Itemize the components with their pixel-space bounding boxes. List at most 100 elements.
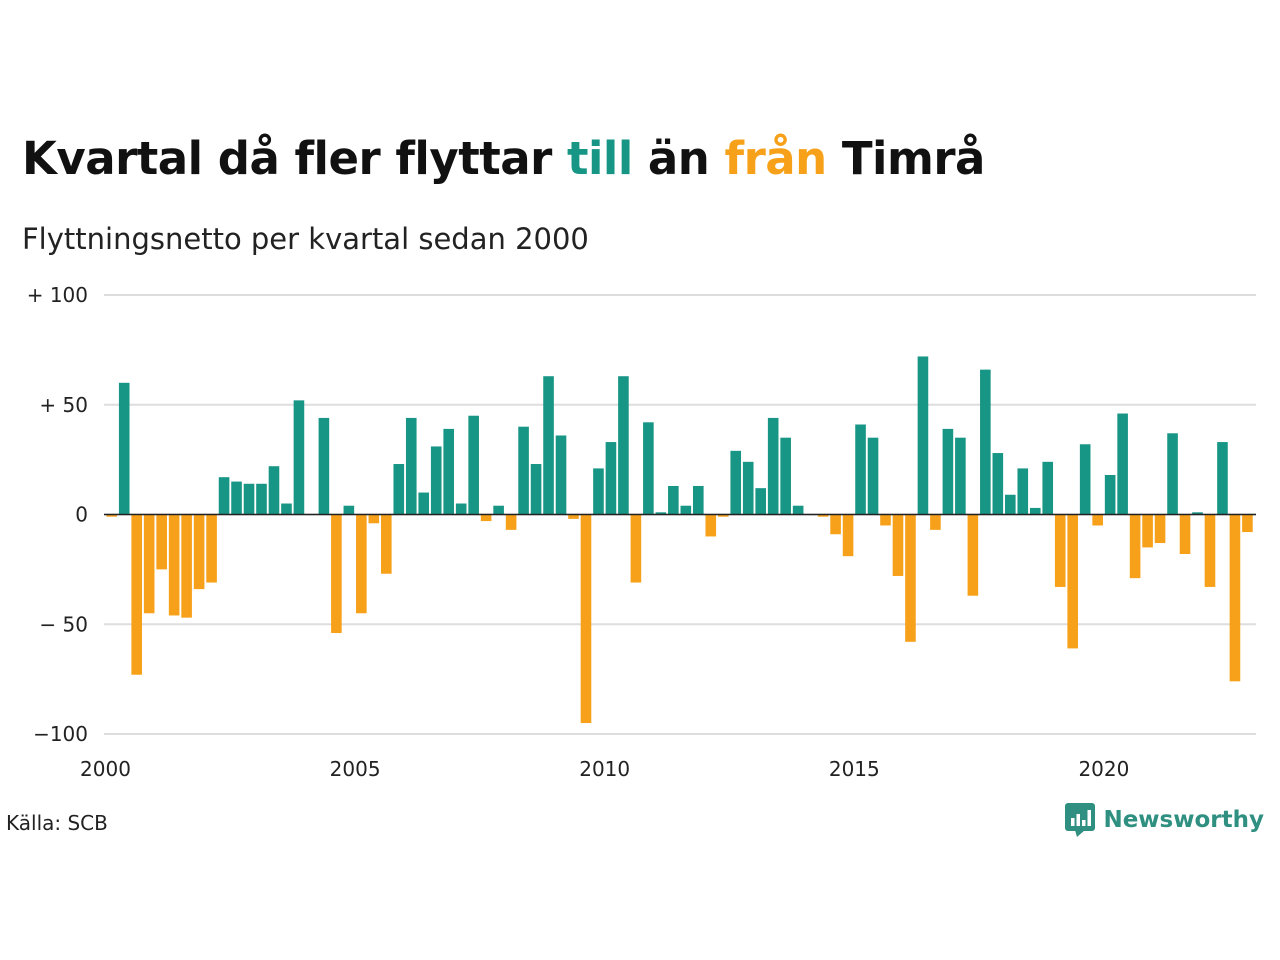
bar-2020-q1 — [1104, 474, 1116, 515]
y-axis-tick-labels: + 100 + 50 0 − 50 −100 — [27, 283, 88, 746]
bar-2006-q4 — [443, 428, 454, 515]
bar-2000-q4 — [143, 514, 155, 614]
bar-2018-q4 — [1042, 461, 1054, 515]
bar-2015-q3 — [880, 514, 891, 526]
chart-bubble-icon — [1065, 803, 1096, 837]
bar-2010-q3 — [630, 514, 642, 583]
bar-2012-q3 — [730, 450, 742, 515]
bar-2020-q2 — [1117, 413, 1128, 515]
bar-2020-q3 — [1129, 514, 1141, 579]
bar-2021-q3 — [1179, 514, 1191, 555]
bar-2001-q1 — [156, 514, 167, 570]
bar-2007-q4 — [493, 505, 504, 515]
bar-2022-q3 — [1229, 514, 1241, 682]
title-part-1: Kvartal då fler flyttar — [22, 132, 567, 185]
bar-2019-q2 — [1067, 514, 1078, 649]
bar-2010-q1 — [605, 442, 617, 515]
x-tick-label: 2020 — [1078, 757, 1129, 781]
bar-2001-q4 — [193, 514, 205, 590]
x-axis-tick-labels: 2000 2005 2010 2015 2020 — [80, 757, 1129, 781]
bar-2009-q3 — [580, 514, 592, 724]
x-tick-label: 2010 — [579, 757, 630, 781]
bar-2005-q4 — [393, 464, 405, 515]
y-tick-label: 0 — [75, 503, 88, 527]
chart-title: Kvartal då fler flyttar till än från Tim… — [22, 132, 985, 185]
bar-2006-q1 — [405, 417, 417, 515]
bar-2017-q4 — [992, 453, 1004, 515]
bar-2002-q4 — [243, 483, 255, 515]
bar-2013-q3 — [780, 437, 791, 515]
bar-2003-q2 — [268, 466, 280, 515]
bar-2002-q1 — [206, 514, 217, 583]
bar-2022-q4 — [1242, 514, 1253, 533]
bar-2002-q3 — [231, 481, 242, 515]
bar-2022-q2 — [1217, 442, 1228, 515]
bar-2020-q4 — [1142, 514, 1153, 548]
bar-2019-q3 — [1079, 444, 1091, 515]
bar-2003-q4 — [293, 400, 305, 515]
bar-2016-q3 — [930, 514, 941, 530]
bar-2007-q1 — [455, 503, 467, 515]
bar-2007-q2 — [468, 415, 479, 515]
bar-2011-q3 — [680, 505, 692, 515]
bar-2021-q4 — [1192, 512, 1203, 515]
bar-2021-q1 — [1154, 514, 1166, 544]
x-tick-label: 2015 — [829, 757, 880, 781]
bar-2005-q2 — [368, 514, 380, 524]
bar-2016-q1 — [905, 514, 916, 642]
bar-2008-q3 — [530, 464, 542, 515]
bar-2009-q4 — [593, 468, 604, 515]
bar-2008-q4 — [543, 376, 554, 515]
bar-2012-q1 — [705, 514, 717, 537]
bar-2019-q1 — [1054, 514, 1066, 587]
bar-2015-q4 — [892, 514, 904, 576]
bar-2010-q2 — [618, 376, 629, 515]
bar-2008-q2 — [518, 426, 529, 515]
y-tick-label: − 50 — [39, 612, 88, 636]
bar-2004-q2 — [318, 417, 330, 515]
bar-2014-q2 — [817, 514, 829, 517]
title-part-3: Timrå — [826, 132, 986, 185]
bar-2002-q2 — [218, 477, 230, 515]
bar-2016-q2 — [917, 356, 929, 515]
bar-2008-q1 — [505, 514, 517, 530]
x-tick-label: 2000 — [80, 757, 131, 781]
bar-2011-q4 — [693, 485, 704, 515]
bar-2018-q3 — [1029, 507, 1041, 515]
bar-2013-q4 — [792, 505, 804, 515]
bar-2000-q1 — [106, 514, 118, 517]
y-tick-label: + 50 — [39, 393, 88, 417]
bar-2022-q1 — [1204, 514, 1216, 587]
bar-2001-q2 — [168, 514, 180, 616]
bar-2012-q2 — [717, 514, 729, 517]
title-word-till: till — [566, 132, 633, 185]
title-part-2: än — [632, 132, 725, 185]
y-tick-label: + 100 — [27, 283, 88, 307]
bar-2005-q3 — [381, 514, 392, 574]
bar-2004-q4 — [343, 505, 355, 515]
bar-2000-q3 — [131, 514, 142, 675]
bar-2004-q3 — [331, 514, 342, 634]
bar-2015-q2 — [867, 437, 879, 515]
title-word-fran: från — [724, 132, 828, 185]
logo-text: Newsworthy — [1103, 807, 1264, 833]
bar-2003-q3 — [281, 503, 292, 515]
newsworthy-logo: Newsworthy — [1065, 803, 1264, 837]
bar-2011-q2 — [668, 485, 679, 515]
bar-2013-q2 — [767, 417, 779, 515]
bar-2000-q2 — [118, 382, 130, 515]
bar-2017-q2 — [967, 514, 979, 596]
bar-2012-q4 — [742, 461, 754, 515]
source-note: Källa: SCB — [6, 811, 108, 835]
bar-2009-q2 — [568, 514, 579, 519]
bar-chart: + 100 + 50 0 − 50 −100 2000 2005 2010 2015 2020 — [27, 283, 1256, 781]
bar-2006-q2 — [418, 492, 430, 515]
bar-2010-q4 — [643, 422, 654, 515]
bar-2013-q1 — [755, 488, 766, 515]
bar-2011-q1 — [655, 512, 667, 515]
chart-subtitle: Flyttningsnetto per kvartal sedan 2000 — [22, 222, 589, 256]
bar-2007-q3 — [480, 514, 492, 522]
bar-2009-q1 — [555, 435, 567, 515]
bar-2014-q3 — [830, 514, 841, 535]
bar-2021-q2 — [1167, 433, 1178, 515]
